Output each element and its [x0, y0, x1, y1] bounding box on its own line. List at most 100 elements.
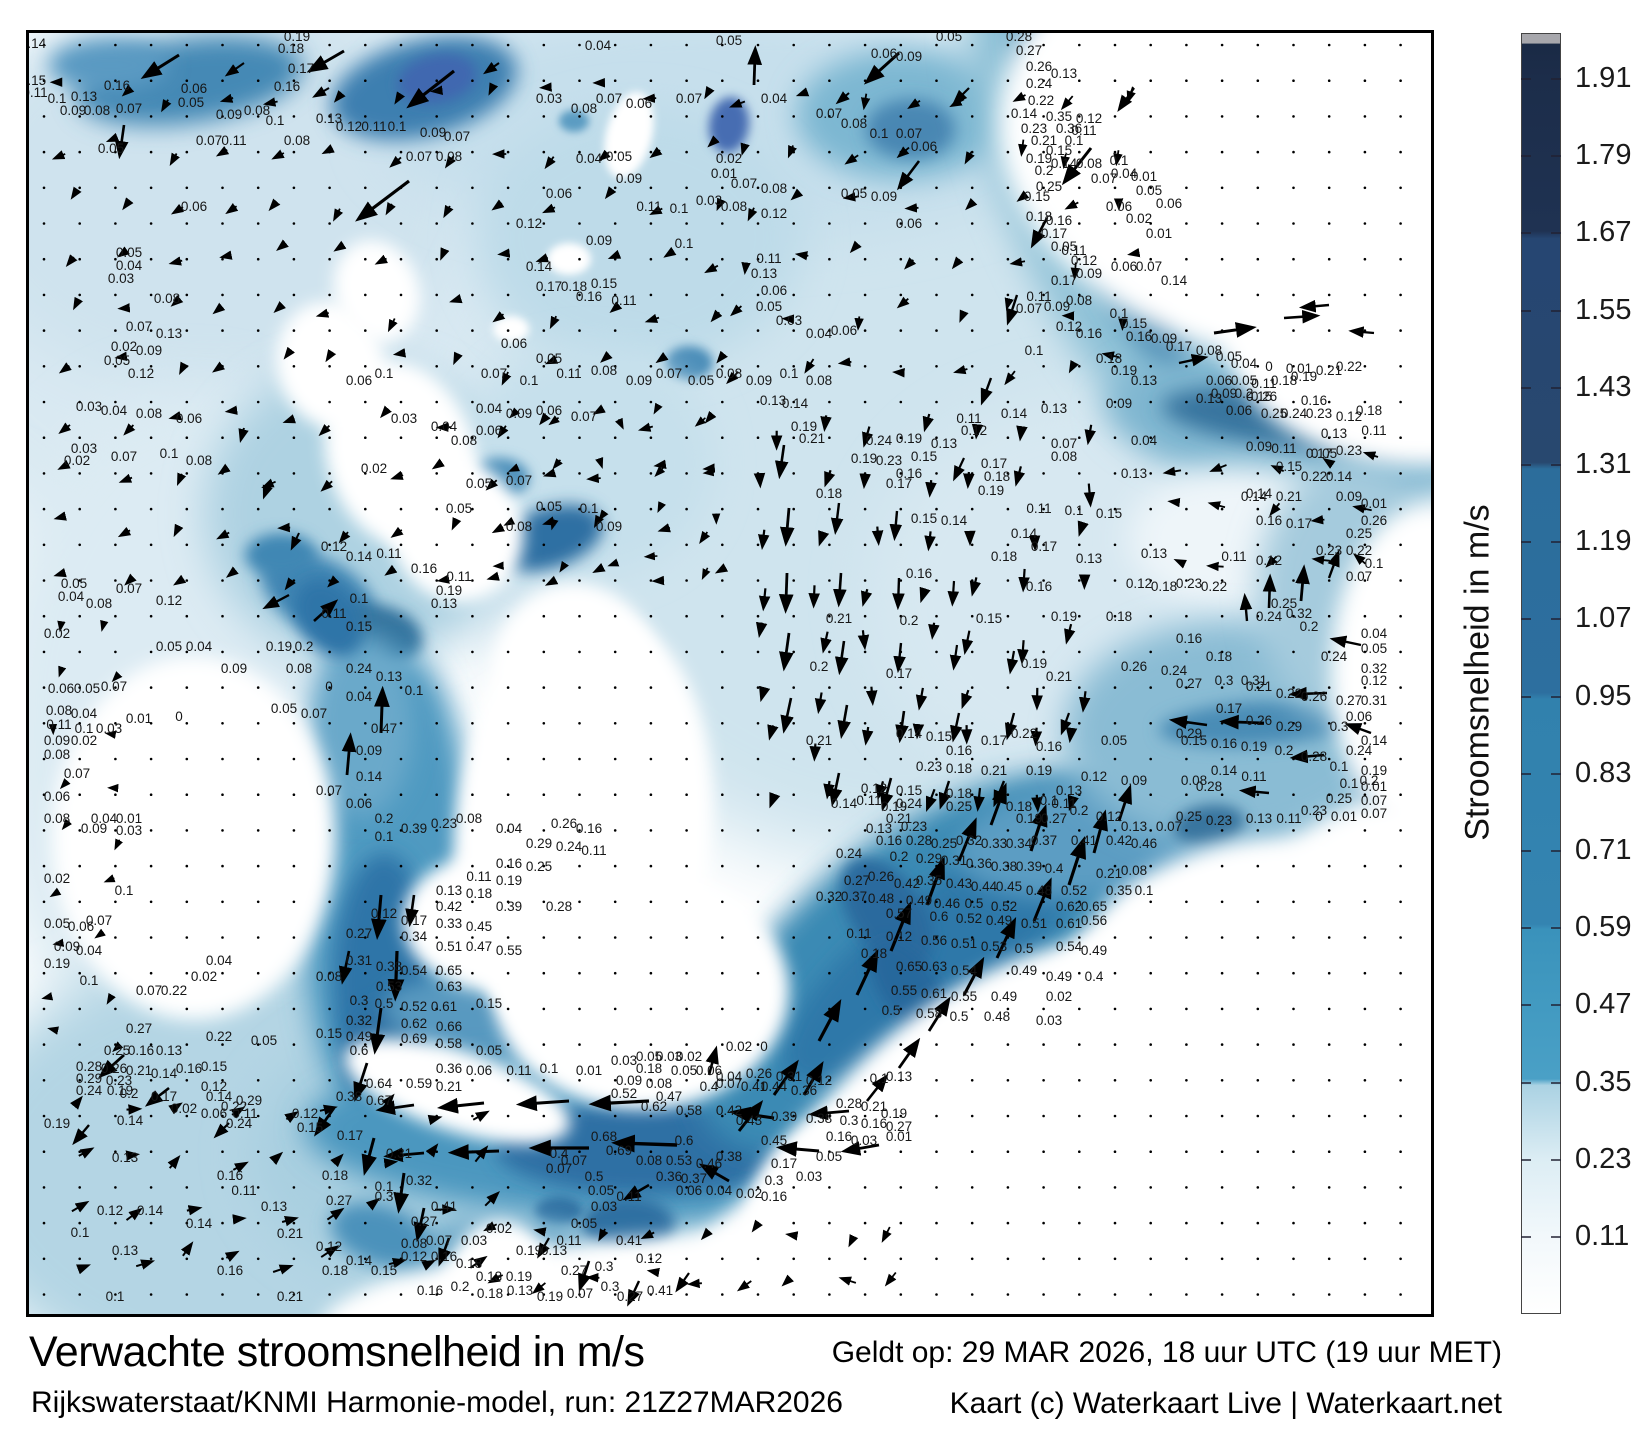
- speed-value: 0.16: [576, 289, 602, 304]
- colorbar-tick-mark: [1551, 78, 1561, 80]
- speed-value: 0.24: [1321, 649, 1348, 664]
- colorbar-tick-mark: [1521, 618, 1531, 621]
- speed-value: 0.43: [736, 1113, 762, 1128]
- land-blob: [493, 316, 529, 342]
- speed-value: 0.16: [431, 1249, 457, 1264]
- speed-value: 0.63: [921, 959, 947, 974]
- speed-value: 0.08: [506, 519, 532, 534]
- colorbar-tick: 1.67: [1575, 216, 1632, 249]
- speed-value: 0.15: [896, 783, 922, 798]
- speed-value: 0.55: [891, 983, 917, 998]
- speed-value: 0.13: [1051, 66, 1077, 81]
- speed-value: 0.13: [1076, 551, 1102, 566]
- speed-value: 0.24: [1256, 609, 1283, 624]
- speed-value: 0.05: [716, 33, 742, 48]
- speed-value: 0.23: [1336, 443, 1362, 458]
- speed-value: 0.11: [556, 1233, 581, 1248]
- speed-value: 0.07: [111, 449, 137, 464]
- speed-value: 0.11: [1051, 796, 1076, 811]
- speed-value: 0.26: [1246, 713, 1272, 728]
- speed-value: 0.08: [284, 133, 310, 148]
- speed-value: 0.16: [576, 821, 602, 836]
- speed-value: 0.12: [336, 119, 362, 134]
- speed-value: 0.02: [64, 453, 90, 468]
- speed-value: 0.41: [741, 1079, 767, 1094]
- speed-value: 0.49: [991, 989, 1017, 1004]
- speed-value: 0.13: [261, 1199, 287, 1214]
- speed-value: 0.41: [431, 1199, 457, 1214]
- speed-value: 0.05: [571, 1216, 597, 1231]
- speed-value: 0.28: [906, 833, 932, 848]
- speed-value: 0.18: [322, 1263, 348, 1278]
- speed-value: 0.1: [1025, 343, 1044, 358]
- sea-blob: [783, 834, 1085, 1082]
- speed-value: 0.16: [217, 1263, 243, 1278]
- speed-value: 0.06: [871, 46, 897, 61]
- speed-value: 0.03: [108, 271, 134, 286]
- speed-value: 0.21: [886, 811, 912, 826]
- speed-value: 0.18: [1151, 579, 1177, 594]
- colorbar-tick-mark: [1521, 541, 1531, 544]
- colorbar-tick-mark: [1521, 1236, 1531, 1238]
- speed-value: 0.21: [826, 611, 852, 626]
- speed-value: 0.08: [84, 103, 110, 118]
- speed-value: 0.21: [436, 1079, 462, 1094]
- speed-value: 0.08: [316, 969, 342, 984]
- speed-value: 0.2: [120, 1086, 139, 1101]
- speed-value: 0.68: [591, 1129, 617, 1144]
- land-blob: [604, 91, 654, 179]
- speed-value: 0.17: [886, 666, 912, 681]
- speed-value: 0.27: [1336, 693, 1362, 708]
- speed-value: 0.19: [1026, 763, 1052, 778]
- speed-value: 0.53: [376, 979, 402, 994]
- speed-value: 0.16: [1176, 631, 1202, 646]
- speed-value: 0.05: [756, 299, 782, 314]
- speed-value: 0.09: [44, 733, 70, 748]
- speed-value: 0.4: [700, 1079, 719, 1094]
- land-blob: [1196, 33, 1431, 216]
- speed-value: 0.1: [75, 721, 94, 736]
- speed-value: 0.15: [1121, 316, 1147, 331]
- speed-value: 0.11: [232, 1106, 257, 1121]
- speed-value: 0.28: [1301, 749, 1327, 764]
- speed-value: 0.55: [951, 989, 977, 1004]
- speed-value: 0.07: [1136, 259, 1162, 274]
- speed-value: 0.25: [1176, 809, 1202, 824]
- speed-value: 0.51: [951, 936, 977, 951]
- speed-value: 0.42: [436, 899, 462, 914]
- speed-value: 0.12: [371, 906, 397, 921]
- speed-value: 0.05: [688, 373, 714, 388]
- speed-value: 0.05: [536, 499, 562, 514]
- speed-value: 0.16: [128, 1043, 154, 1058]
- speed-value: 0.09: [1076, 266, 1102, 281]
- speed-value: 0.01: [1361, 779, 1387, 794]
- speed-value: 0.16: [1301, 393, 1327, 408]
- speed-value: 0.13: [476, 1269, 502, 1284]
- speed-value: 0.19: [1016, 811, 1042, 826]
- speed-value: 0.22: [1011, 726, 1037, 741]
- speed-value: 0.1: [388, 119, 407, 134]
- speed-value: 0.08: [456, 811, 482, 826]
- speed-value: 0.23: [1176, 576, 1202, 591]
- speed-value: 0.11: [321, 606, 346, 621]
- speed-value: 0.25: [1036, 179, 1062, 194]
- speed-value: 0.09: [1121, 773, 1147, 788]
- land-blob: [443, 1220, 559, 1314]
- land-blob: [547, 243, 591, 275]
- speed-value: 0.09: [1336, 489, 1362, 504]
- speed-value: 0.06: [48, 681, 74, 696]
- speed-value: 0.02: [44, 871, 70, 886]
- speed-value: 0.06: [346, 373, 372, 388]
- speed-value: 0.05: [1101, 733, 1127, 748]
- colorbar-tick: 1.55: [1575, 293, 1632, 326]
- speed-value: 0.12: [861, 781, 887, 796]
- speed-value: 0.23: [901, 819, 927, 834]
- colorbar-tick-mark: [1551, 695, 1561, 698]
- speed-value: 0.52: [1061, 883, 1087, 898]
- speed-value: 0.12: [1076, 111, 1102, 126]
- speed-value: 0.08: [841, 116, 867, 131]
- speed-value: 0.18: [1096, 351, 1122, 366]
- speed-value: 0.54: [951, 963, 978, 978]
- speed-value: 0.17: [401, 913, 427, 928]
- speed-value: 0.18: [1026, 209, 1052, 224]
